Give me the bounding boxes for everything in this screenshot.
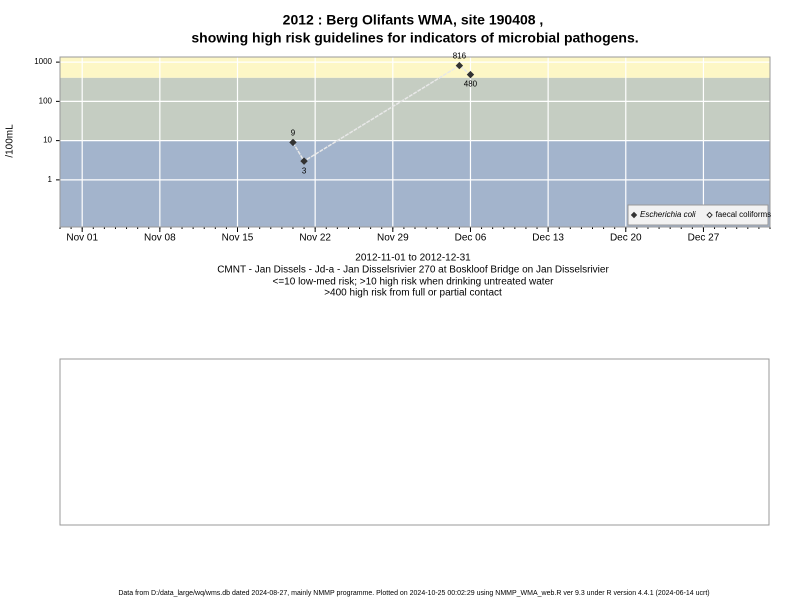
legend-box: [627, 204, 769, 226]
data-point: [466, 70, 475, 79]
data-point: [455, 61, 464, 70]
series-line: [292, 64, 471, 163]
risk-band: [60, 57, 770, 78]
x-tick-label: Nov 15: [222, 233, 254, 244]
y-tick-label: 1000: [34, 57, 52, 66]
legend-label: faecal coliforms: [716, 210, 772, 219]
empty-panel: [59, 358, 770, 526]
x-tick-label: Dec 20: [610, 233, 642, 244]
footer: Data from D:/data_large/wq/wms.db dated …: [118, 590, 709, 597]
y-tick-label: 10: [43, 136, 52, 145]
y-tick-label: 100: [39, 96, 53, 105]
data-label: 9: [291, 129, 296, 138]
chart-title: 2012 : Berg Olifants WMA, site 190408 ,: [283, 12, 544, 28]
x-tick-label: Nov 08: [144, 233, 176, 244]
data-point: [289, 138, 297, 147]
x-axis-label: 2012-11-01 to 2012-12-31: [355, 253, 471, 264]
x-tick-label: Nov 29: [377, 233, 409, 244]
data-label: 480: [464, 80, 478, 89]
note: >400 high risk from full or partial cont…: [324, 288, 502, 299]
chart-subtitle: showing high risk guidelines for indicat…: [191, 30, 638, 46]
data-label: 816: [453, 52, 467, 61]
note: CMNT - Jan Dissels - Jd-a - Jan Disselsr…: [217, 265, 609, 276]
data-label: 3: [302, 166, 307, 175]
x-tick-label: Nov 22: [299, 233, 331, 244]
risk-band: [60, 77, 770, 141]
x-tick-label: Dec 13: [532, 233, 564, 244]
legend-label: Escherichia coli: [640, 210, 696, 219]
x-tick-label: Dec 06: [455, 233, 487, 244]
legend-marker: [630, 211, 638, 219]
y-tick-label: 1: [48, 175, 53, 184]
y-axis-label: /100mL: [5, 124, 16, 158]
data-point: [300, 157, 308, 165]
plot-frame: [59, 56, 771, 228]
legend-marker: [706, 211, 713, 219]
note: <=10 low-med risk; >10 high risk when dr…: [273, 277, 555, 288]
legend: Escherichia coli faecal coliforms: [627, 204, 772, 226]
x-tick-label: Dec 27: [688, 233, 720, 244]
x-tick-label: Nov 01: [66, 233, 98, 244]
